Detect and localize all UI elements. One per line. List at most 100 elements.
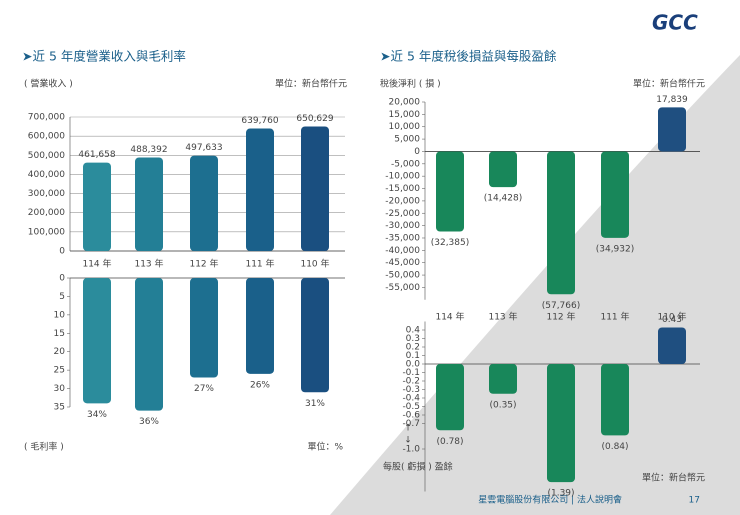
arrow-up: ↑	[404, 424, 412, 434]
y-tick-label: 10	[54, 310, 66, 320]
bar	[489, 151, 517, 188]
bar	[246, 128, 274, 251]
x-tick-label: 114 年	[435, 311, 464, 323]
y-tick-label: 700,000	[28, 113, 65, 123]
y-tick-label: 15	[54, 329, 65, 339]
y-tick-label: 20,000	[389, 98, 421, 108]
unit: 單位：新台幣仟元	[633, 78, 705, 90]
bar	[301, 126, 329, 251]
y-tick-label: 0.4	[406, 326, 421, 336]
y-tick-label: 400,000	[28, 170, 65, 180]
x-tick-label: 112 年	[546, 311, 575, 323]
x-tick-label: 112 年	[189, 258, 218, 270]
bar	[135, 278, 163, 411]
y-tick-label: 25	[54, 366, 65, 376]
bar	[83, 278, 111, 404]
page-number: 17	[689, 496, 700, 506]
value-label: 650,629	[296, 114, 333, 124]
bar	[601, 151, 629, 238]
bar	[83, 162, 111, 251]
y-tick-label: -0.7	[402, 419, 420, 429]
value-label: 0.43	[662, 315, 682, 325]
value-label: 639,760	[241, 116, 278, 126]
y-tick-label: 30	[54, 384, 66, 394]
y-tick-label: 0.2	[406, 343, 420, 353]
y-tick-label: 300,000	[28, 189, 65, 199]
value-label: 488,392	[130, 145, 167, 155]
y-tick-label: 0.3	[406, 334, 420, 344]
y-tick-label: -0.6	[402, 411, 420, 421]
bar	[547, 364, 575, 483]
value-label: (57,766)	[542, 301, 581, 311]
unit: 單位：新台幣元	[642, 472, 705, 484]
bar	[301, 278, 329, 393]
bar	[436, 151, 464, 232]
value-label: 461,658	[78, 150, 115, 160]
x-tick-label: 114 年	[82, 258, 111, 270]
x-tick-label: 110 年	[300, 258, 329, 270]
y-label: 每股( 虧損 ) 盈餘	[383, 461, 453, 473]
y-tick-label: -0.1	[402, 368, 420, 378]
y-tick-label: -25,000	[385, 209, 420, 219]
value-label: (34,932)	[596, 244, 635, 254]
bar	[246, 278, 274, 374]
x-tick-label: 113 年	[134, 258, 163, 270]
right-title: ➤近 5 年度稅後損益與每股盈餘	[380, 49, 557, 64]
y-tick-label: 0.0	[406, 360, 421, 370]
y-tick-label: -45,000	[385, 258, 420, 268]
bar	[658, 107, 686, 152]
y-tick-label: -35,000	[385, 233, 420, 243]
bar	[190, 155, 218, 251]
value-label: 26%	[250, 380, 270, 390]
y-tick-label: 15,000	[389, 110, 421, 120]
y-tick-label: 20	[54, 347, 66, 357]
bar	[135, 157, 163, 251]
unit: 單位：%	[307, 441, 343, 453]
y-tick-label: 500,000	[28, 151, 65, 161]
value-label: (0.35)	[489, 400, 516, 410]
y-tick-label: 100,000	[28, 227, 65, 237]
y-tick-label: -0.3	[402, 385, 420, 395]
value-label: (0.78)	[436, 437, 463, 447]
x-tick-label: 113 年	[488, 311, 517, 323]
footer: 星雲電腦股份有限公司 | 法人說明會	[478, 494, 622, 506]
unit: 單位：新台幣仟元	[275, 78, 347, 90]
y-tick-label: -0.2	[402, 377, 420, 387]
y-tick-label: 0	[59, 274, 65, 284]
y-label: ( 營業收入 )	[24, 78, 73, 90]
y-label: ( 毛利率 )	[24, 441, 64, 453]
y-tick-label: 5,000	[394, 135, 420, 145]
x-tick-label: 110 年	[657, 311, 686, 323]
value-label: 497,633	[185, 143, 222, 153]
y-tick-label: -0.4	[402, 394, 420, 404]
y-tick-label: 200,000	[28, 208, 65, 218]
y-tick-label: -0.5	[402, 402, 420, 412]
bar	[547, 151, 575, 295]
y-tick-label: 35	[54, 403, 65, 413]
background-shape	[330, 55, 740, 515]
bar	[601, 364, 629, 436]
x-tick-label: 111 年	[600, 311, 629, 323]
value-label: (14,428)	[484, 194, 523, 204]
y-label: 稅後淨利 ( 損 )	[380, 78, 441, 90]
value-label: 27%	[194, 384, 214, 394]
y-tick-label: -15,000	[385, 184, 420, 194]
y-tick-label: 0	[59, 247, 65, 257]
value-label: (32,385)	[431, 238, 470, 248]
value-label: (0.84)	[601, 442, 628, 452]
y-tick-label: -20,000	[385, 196, 420, 206]
y-tick-label: -5,000	[391, 159, 420, 169]
y-tick-label: 600,000	[28, 132, 65, 142]
arrow-down: ↓	[404, 436, 412, 446]
y-tick-label: -10,000	[385, 172, 420, 182]
bar	[489, 364, 517, 394]
y-tick-label: 10,000	[389, 122, 421, 132]
value-label: 17,839	[656, 95, 688, 105]
y-tick-label: 0	[414, 147, 420, 157]
value-label: (1.39)	[547, 489, 574, 499]
bar	[190, 278, 218, 378]
y-tick-label: 0.1	[406, 351, 420, 361]
y-tick-label: -55,000	[385, 283, 420, 293]
logo: GCC	[652, 11, 698, 35]
